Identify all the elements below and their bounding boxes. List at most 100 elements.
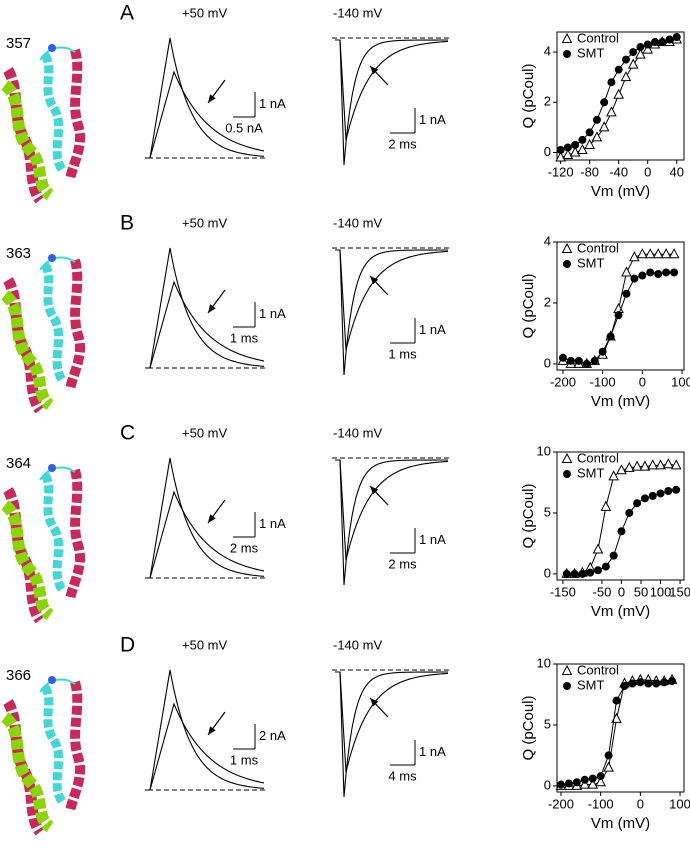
loop-cyan — [39, 466, 76, 481]
data-point — [670, 268, 679, 277]
helix-red — [65, 680, 85, 813]
panel-letter: D — [120, 634, 135, 657]
data-point — [638, 271, 647, 280]
legend-marker — [561, 242, 573, 253]
data-point — [604, 751, 613, 760]
data-point — [606, 106, 617, 117]
data-point — [636, 248, 648, 259]
helix-green — [0, 80, 55, 200]
legend-label: SMT — [577, 45, 605, 60]
data-point — [577, 143, 588, 154]
data-point — [636, 678, 645, 687]
current-trace — [335, 459, 449, 561]
data-point — [571, 140, 580, 149]
current-trace — [335, 39, 449, 141]
x-tick-label: -120 — [548, 164, 574, 179]
current-trace — [145, 280, 265, 369]
scale-label-y: 1 nA — [259, 306, 286, 321]
y-axis-label: Q (pCoul) — [520, 695, 537, 760]
y-tick-label: 2 — [544, 94, 551, 109]
data-point — [566, 356, 575, 365]
data-point — [633, 499, 642, 508]
arrow-head — [370, 66, 379, 75]
data-point — [601, 562, 610, 571]
data-point — [665, 35, 674, 44]
data-point — [631, 460, 643, 471]
data-point — [616, 464, 627, 475]
data-point — [590, 356, 599, 365]
panel-letter: B — [120, 212, 134, 235]
data-point — [596, 772, 605, 781]
scale-label-x: 2 ms — [388, 136, 417, 151]
residue-number: 366 — [6, 667, 31, 684]
data-point — [585, 128, 594, 137]
data-point — [603, 761, 614, 772]
legend-marker — [561, 32, 573, 43]
legend-label: Control — [577, 450, 619, 465]
legend-marker — [563, 682, 571, 690]
loop-cyan — [39, 256, 76, 271]
current-trace — [335, 249, 449, 376]
scale-label-y: 1 nA — [419, 532, 446, 547]
data-point — [625, 508, 634, 517]
x-tick-label: 100 — [671, 374, 690, 389]
data-point — [635, 48, 646, 59]
data-point — [570, 569, 579, 578]
protein-structure — [0, 464, 85, 624]
data-point — [648, 491, 657, 500]
residue-atom — [48, 44, 56, 52]
x-tick-label: 0 — [639, 374, 646, 389]
residue-number: 364 — [6, 455, 31, 472]
plot-frame — [556, 31, 685, 161]
data-point — [574, 356, 583, 365]
y-axis-label: Q (pCoul) — [520, 63, 537, 128]
legend-marker — [563, 50, 571, 58]
helix-cyan — [40, 262, 67, 383]
x-tick-label: 100 — [650, 584, 672, 599]
scale-label-y: 2 nA — [259, 728, 286, 743]
x-axis-label: Vm (mV) — [591, 815, 650, 832]
y-axis-label: Q (pCoul) — [520, 273, 537, 338]
legend-label: SMT — [577, 465, 605, 480]
data-point — [660, 678, 669, 687]
data-point — [620, 71, 632, 82]
data-point — [652, 248, 664, 259]
data-point — [563, 143, 572, 152]
data-point — [629, 251, 640, 262]
data-point — [652, 679, 661, 688]
y-tick-label: 0 — [544, 144, 551, 159]
legend-label: SMT — [577, 677, 605, 692]
data-point — [663, 458, 674, 469]
plot-frame — [556, 451, 685, 581]
data-point — [586, 568, 595, 577]
legend-label: SMT — [577, 255, 605, 270]
data-point — [580, 775, 589, 784]
trace-title: +50 mV — [182, 5, 227, 20]
data-point — [646, 268, 655, 277]
helix-green — [0, 712, 55, 832]
data-point — [592, 543, 604, 554]
scale-label-y: 1 nA — [419, 744, 446, 759]
y-tick-label: 2 — [544, 294, 551, 309]
panel-letter: C — [120, 422, 135, 445]
data-point — [578, 135, 587, 144]
legend-label: Control — [577, 240, 619, 255]
data-point — [672, 485, 681, 494]
data-point — [564, 779, 573, 788]
x-tick-label: -200 — [548, 796, 574, 811]
data-point — [636, 43, 645, 52]
data-point — [644, 248, 656, 259]
residue-atom — [48, 676, 56, 684]
data-point — [587, 778, 599, 789]
arrow-head — [370, 276, 379, 285]
current-trace — [145, 70, 265, 159]
data-point — [592, 115, 601, 124]
protein-structure — [0, 44, 85, 204]
helix-green — [0, 500, 55, 620]
scale-label-x: 2 ms — [388, 556, 417, 571]
data-point — [556, 780, 565, 789]
helix-red — [65, 468, 85, 601]
data-point — [591, 131, 603, 142]
